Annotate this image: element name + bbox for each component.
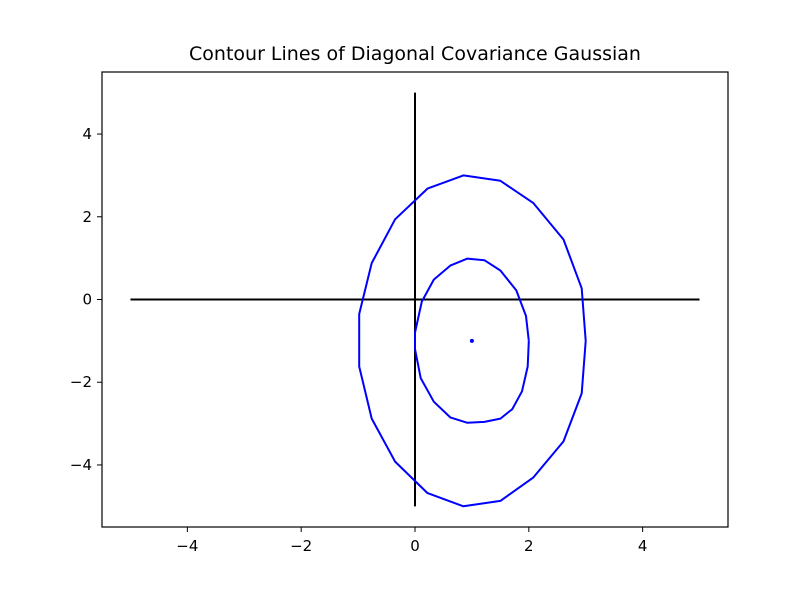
contour-line-2 xyxy=(358,174,587,508)
y-tick-label: −4 xyxy=(70,456,92,474)
y-tick-label: 2 xyxy=(82,208,92,226)
x-tick-label: −4 xyxy=(176,537,198,555)
x-tick-label: 0 xyxy=(410,537,420,555)
y-tick-label: 0 xyxy=(82,291,92,309)
contour-line-1 xyxy=(414,257,530,424)
mean-point xyxy=(469,338,474,343)
chart-title: Contour Lines of Diagonal Covariance Gau… xyxy=(189,43,641,65)
x-tick-label: 2 xyxy=(524,537,534,555)
x-tick-label: 4 xyxy=(638,537,648,555)
axis-ticks: −4 −2 0 2 4 −4 −2 0 2 4 xyxy=(70,125,648,555)
y-tick-label: 4 xyxy=(82,125,92,143)
x-tick-label: −2 xyxy=(290,537,312,555)
y-tick-label: −2 xyxy=(70,373,92,391)
plot-area xyxy=(130,92,700,508)
